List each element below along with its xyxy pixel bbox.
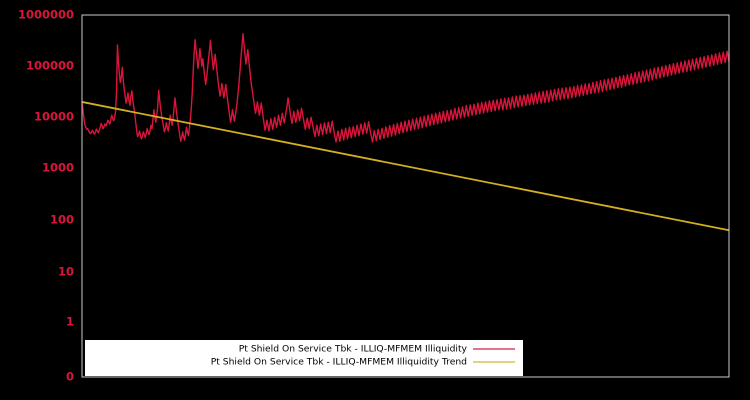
y-tick-label: 1000000 <box>18 8 74 22</box>
chart-legend[interactable]: Pt Shield On Service Tbk - ILLIQ-MFMEM I… <box>85 340 523 376</box>
y-tick-label: 0 <box>66 370 74 384</box>
legend-background <box>85 340 523 376</box>
y-tick-label: 10 <box>58 265 74 279</box>
y-tick-label: 100000 <box>26 59 74 73</box>
plot-area-background <box>82 15 729 377</box>
illiquidity-trend-line <box>81 101 730 232</box>
y-tick-label: 10000 <box>34 110 74 124</box>
plot-frame <box>81 14 730 378</box>
legend-entry-label: Pt Shield On Service Tbk - ILLIQ-MFMEM I… <box>211 357 467 368</box>
series-group <box>81 33 730 232</box>
y-tick-label: 100 <box>50 213 74 227</box>
legend-entry-label: Pt Shield On Service Tbk - ILLIQ-MFMEM I… <box>239 344 468 355</box>
y-tick-label: 1 <box>66 315 74 329</box>
y-tick-label: 1000 <box>42 161 74 175</box>
